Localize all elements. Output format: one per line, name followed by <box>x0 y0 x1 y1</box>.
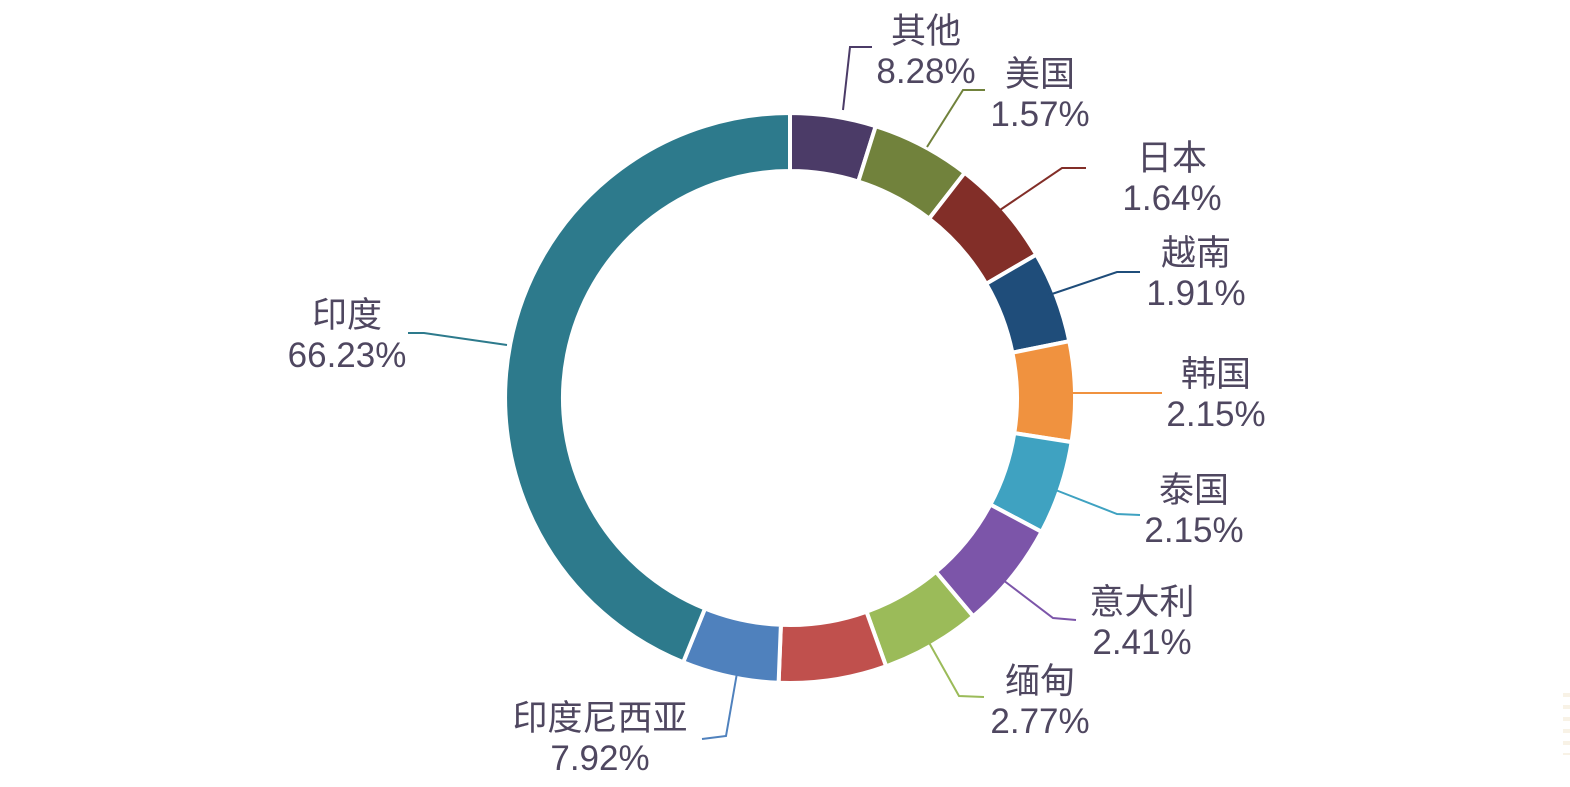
slice-value: 1.64% <box>1122 179 1222 218</box>
slice-name: 缅甸 <box>1004 662 1075 701</box>
slice-name: 越南 <box>1160 234 1231 273</box>
clipped-edge-artifact <box>1563 693 1570 755</box>
slice-name: 日本 <box>1136 139 1207 178</box>
slice-name: 印度 <box>311 296 382 335</box>
slice-label-meiguo: 美国 1.57% <box>990 55 1089 135</box>
slice-name: 印度尼西亚 <box>512 699 688 738</box>
label-leader-line <box>1002 579 1077 621</box>
slice-label-riben: 日本 1.64% <box>1122 139 1221 219</box>
pie-slice-韩国[interactable] <box>1010 338 1077 445</box>
slice-name: 泰国 <box>1158 471 1229 510</box>
label-leader-line <box>701 672 738 740</box>
label-leader-line <box>1048 271 1140 296</box>
slice-label-yidali: 意大利 2.41% <box>1089 583 1194 663</box>
slice-value: 2.15% <box>1144 511 1244 550</box>
slice-value: 8.28% <box>876 52 976 91</box>
slice-label-miandian: 缅甸 2.77% <box>990 662 1089 742</box>
slice-name: 其他 <box>890 12 961 51</box>
slice-label-yindunixiya: 印度尼西亚 7.92% <box>512 699 687 779</box>
slice-label-hanguo: 韩国 2.15% <box>1166 355 1265 435</box>
slice-value: 7.92% <box>550 739 650 778</box>
slice-value: 2.41% <box>1092 623 1192 662</box>
slice-name: 韩国 <box>1180 355 1251 394</box>
label-leader-line <box>926 638 985 698</box>
pie-slice-unlabeled-8[interactable] <box>776 609 889 686</box>
slice-name: 美国 <box>1004 55 1075 94</box>
label-leader-line <box>926 89 985 148</box>
slice-value: 1.57% <box>990 95 1090 134</box>
slice-value: 1.91% <box>1146 274 1246 313</box>
label-leader-line <box>999 167 1086 211</box>
slice-label-yuenan: 越南 1.91% <box>1146 234 1245 314</box>
label-leader-line <box>842 46 872 111</box>
slice-label-qita: 其他 8.28% <box>876 12 975 92</box>
slice-value: 66.23% <box>287 336 407 375</box>
pie-slice-印度[interactable] <box>503 110 792 665</box>
slice-value: 2.77% <box>990 702 1090 741</box>
slice-value: 2.15% <box>1166 395 1266 434</box>
slice-label-taiguo: 泰国 2.15% <box>1144 471 1243 551</box>
slice-name: 意大利 <box>1089 583 1195 622</box>
label-leader-line <box>408 332 508 346</box>
slice-label-yindu: 印度 66.23% <box>288 296 407 376</box>
label-leader-line <box>1052 488 1141 516</box>
